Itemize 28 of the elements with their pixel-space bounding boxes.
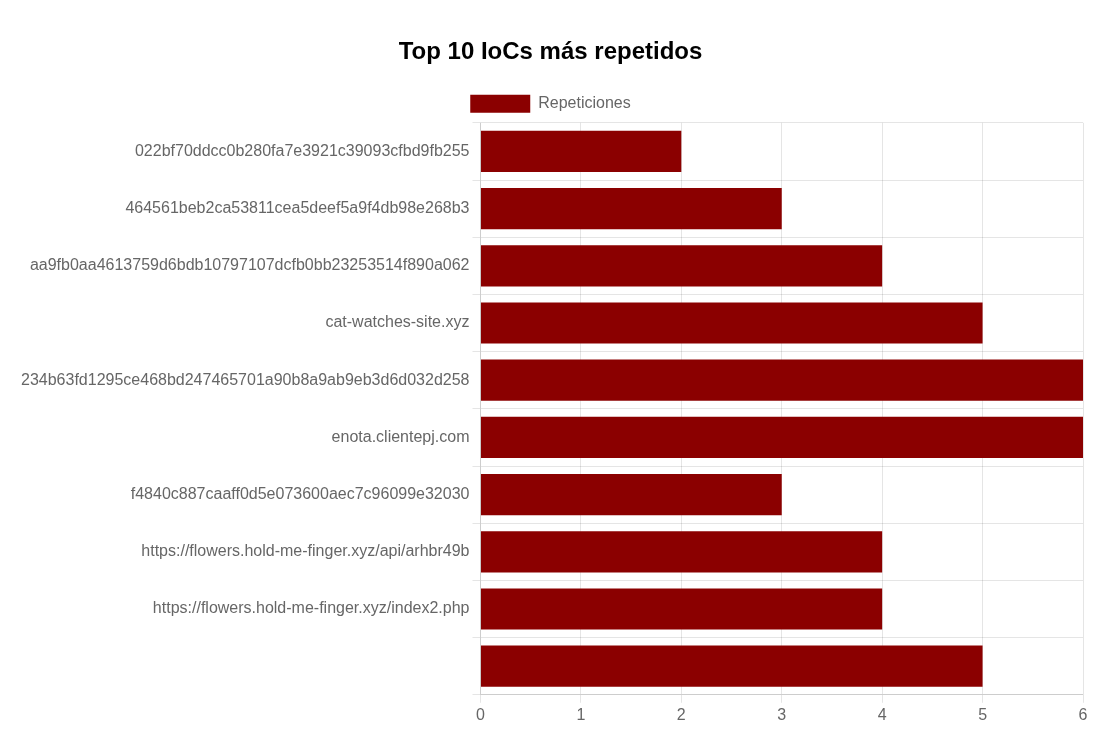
y-tick-label: 464561beb2ca53811cea5deef5a9f4db98e268b3 (125, 199, 470, 217)
bar (480, 645, 983, 687)
bar (480, 588, 883, 630)
x-tick-label: 3 (777, 705, 787, 723)
x-tick-label: 2 (676, 705, 686, 723)
bar (480, 245, 883, 287)
x-tick-label: 6 (1078, 705, 1088, 723)
bar (480, 474, 782, 516)
y-tick-label: 234b63fd1295ce468bd247465701a90b8a9ab9eb3d6d032d258 (21, 370, 470, 388)
x-tick-label: 1 (576, 705, 586, 723)
bar (480, 416, 1083, 458)
y-tick-label: f4840c887caaff0d5e073600aec7c96099e32030 (130, 485, 470, 503)
bar (480, 531, 883, 573)
x-tick-label: 5 (978, 705, 988, 723)
legend-label: Repeticiones (538, 94, 631, 112)
y-tick-label: https://flowers.hold-me-finger.xyz/api/arhbr49b (141, 542, 470, 560)
bar (480, 188, 782, 230)
bar (480, 130, 682, 172)
y-tick-label: 022bf70ddcc0b280fa7e3921c39093cfbd9fb255 (134, 141, 470, 159)
x-tick-label: 4 (877, 705, 887, 723)
y-tick-label: https://flowers.hold-me-finger.xyz/index2.php (152, 599, 470, 617)
y-tick-label: enota.clientepj.com (331, 427, 470, 445)
y-tick-label: cat-watches-site.xyz (325, 313, 470, 331)
x-tick-label: 0 (476, 705, 486, 723)
chart-title: Top 10 IoCs más repetidos (398, 37, 703, 65)
bar (480, 359, 1083, 401)
y-tick-label: aa9fb0aa4613759d6bdb10797107dcfb0bb23253514f890a062 (29, 256, 470, 274)
bar (480, 302, 983, 344)
